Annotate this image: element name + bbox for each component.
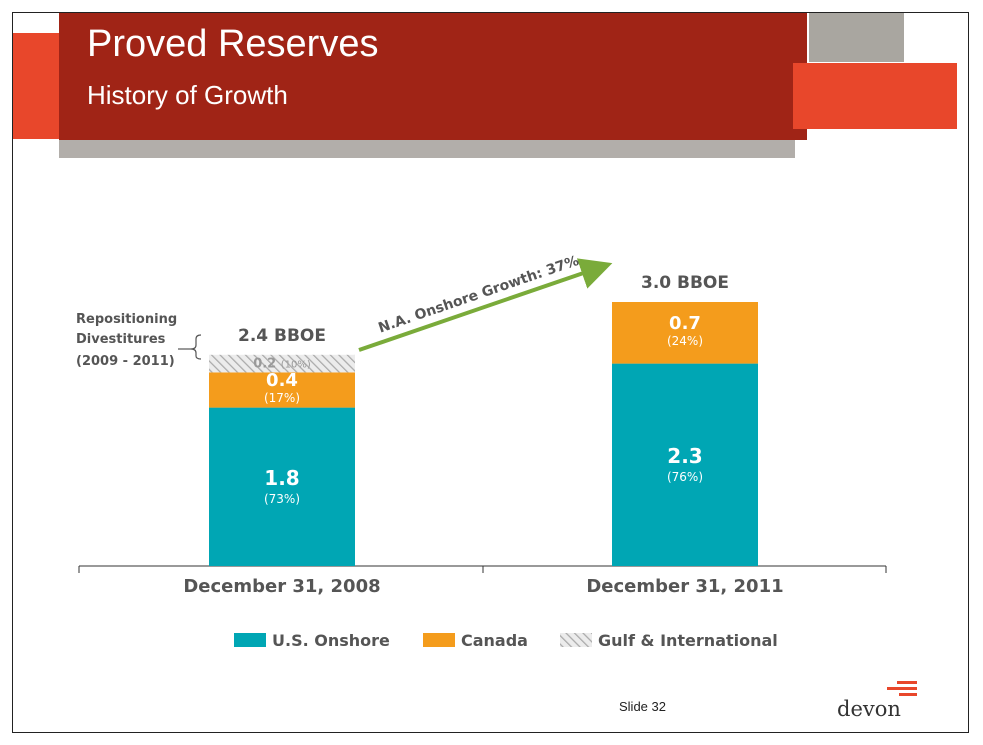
growth-arrow <box>358 258 613 352</box>
pct-label-0-0: (73%) <box>264 492 300 506</box>
data-label-1-0: 2.3 <box>667 444 702 468</box>
x-category-label-0: December 31, 2008 <box>183 576 380 597</box>
devon-logo: devon <box>837 677 917 721</box>
divestitures-bracket <box>190 334 202 360</box>
logo-text: devon <box>837 697 901 721</box>
slide-number: Slide 32 <box>619 699 666 714</box>
slide-subtitle: History of Growth <box>87 80 288 110</box>
bar-1-series-0 <box>612 363 758 566</box>
legend-swatch-0 <box>234 633 266 647</box>
data-label-0-0: 1.8 <box>264 466 299 490</box>
pct-label-1-1: (24%) <box>667 334 703 348</box>
header-band <box>59 13 807 140</box>
legend-swatch-2 <box>560 633 592 647</box>
slide: Proved Reserves History of Growth 1.8 (73… <box>12 12 969 733</box>
total-label-0: 2.4 BBOE <box>238 326 326 346</box>
bracket-label-line-2: (2009 - 2011) <box>76 354 175 369</box>
bracket-label-line-0: Repositioning <box>76 312 177 327</box>
data-label-0-2: 0.2 (10%) <box>253 357 311 372</box>
bar-0-series-1 <box>209 372 355 408</box>
growth-arrow-label: N.A. Onshore Growth: 37% <box>376 253 581 337</box>
legend-label-0: U.S. Onshore <box>272 631 390 650</box>
reserves-chart: 1.8 (73%) 0.4(17%) 0.2 (10%) 2.4 BBOE Decembe… <box>76 253 887 650</box>
bar-1-series-1 <box>612 302 758 364</box>
pct-label-1-0: (76%) <box>667 470 703 484</box>
legend-label-2: Gulf & International <box>598 631 778 650</box>
slide-title: Proved Reserves <box>87 23 379 65</box>
legend-swatch-1 <box>423 633 455 647</box>
data-label-1-1: 0.7 <box>669 313 701 334</box>
pct-label-0-1: (17%) <box>264 391 300 405</box>
legend-label-1: Canada <box>461 631 528 650</box>
header-accent-gray <box>809 13 904 62</box>
bar-0-series-2 <box>209 354 355 373</box>
bracket-label-line-1: Divestitures <box>76 332 166 347</box>
header-accent-right <box>793 63 957 129</box>
header-underline-bar <box>59 140 795 158</box>
total-label-1: 3.0 BBOE <box>641 273 729 293</box>
bar-0-series-0 <box>209 407 355 566</box>
data-label-0-1: 0.4 <box>266 370 298 391</box>
header-accent-left <box>13 33 60 139</box>
x-category-label-1: December 31, 2011 <box>586 576 783 597</box>
